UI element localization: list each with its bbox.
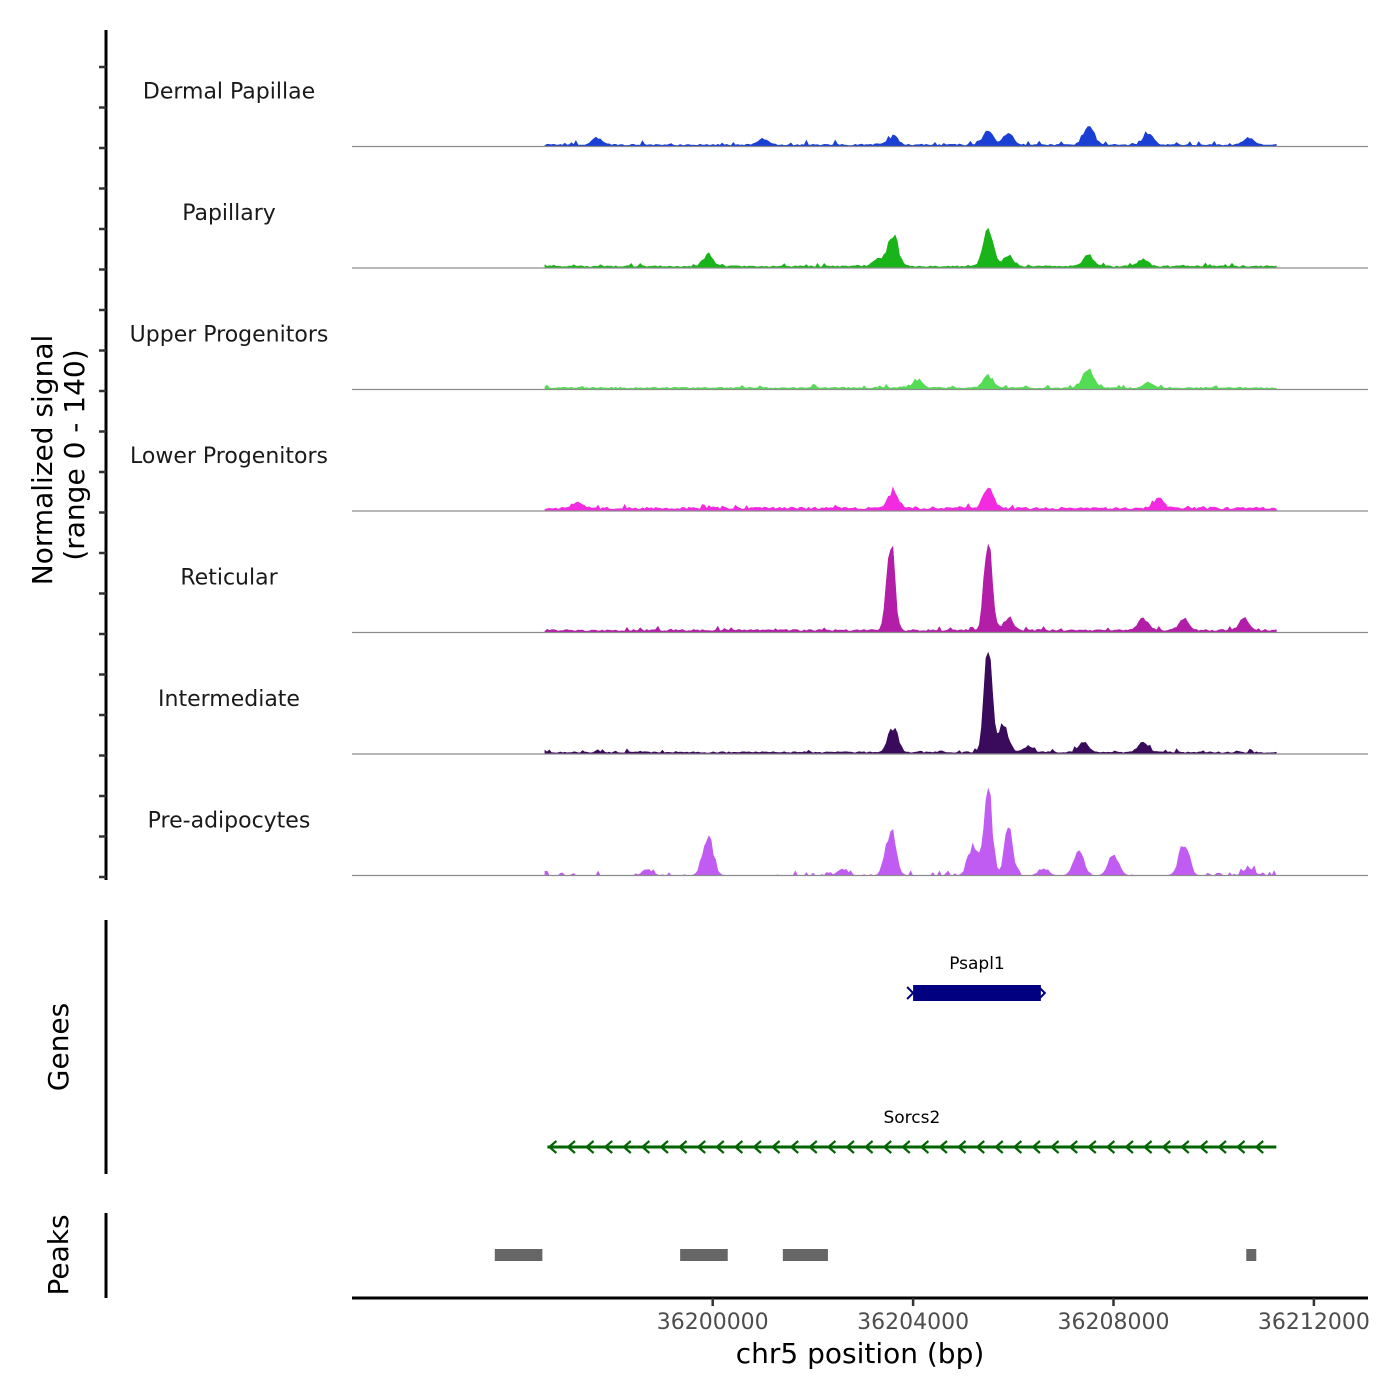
strand-arrow [1254, 1140, 1264, 1154]
strand-arrow [956, 1140, 967, 1154]
peaks-panel-title: Peaks [42, 1214, 75, 1295]
strand-arrow [906, 986, 915, 1000]
coverage-y-axis [99, 30, 108, 880]
strand-arrow [863, 1140, 874, 1154]
track-label: Pre-adipocytes [148, 809, 311, 834]
gene-label: Psapl1 [949, 954, 1005, 974]
strand-arrow [845, 1140, 855, 1154]
strand-arrow [1012, 1140, 1023, 1154]
strand-arrow [1235, 1140, 1246, 1154]
strand-arrow [1105, 1140, 1116, 1154]
gene-exon [913, 985, 1041, 1001]
coverage-y-axis-title: Normalized signal [26, 335, 59, 586]
strand-arrow [659, 1140, 669, 1154]
strand-arrow [584, 1140, 595, 1154]
coverage-track: Lower Progenitors [130, 444, 1368, 512]
strand-arrow [938, 1140, 948, 1154]
strand-arrow [640, 1140, 651, 1154]
coverage-track: Intermediate [158, 651, 1368, 755]
strand-arrow [603, 1140, 613, 1154]
strand-arrow [733, 1140, 744, 1154]
track-label: Dermal Papillae [143, 80, 315, 105]
genes-panel-title: Genes [42, 1003, 75, 1091]
coverage-area [544, 651, 1277, 755]
gene: Psapl1 [906, 954, 1047, 1001]
gene-label: Sorcs2 [883, 1108, 940, 1128]
peak-region [782, 1249, 828, 1261]
strand-arrow [919, 1140, 930, 1154]
coverage-track: Upper Progenitors [130, 323, 1368, 391]
strand-arrow [1217, 1140, 1227, 1154]
strand-arrow [1198, 1140, 1209, 1154]
coverage-area [544, 126, 1277, 147]
strand-arrow [677, 1140, 688, 1154]
gene: Sorcs2 [547, 1108, 1277, 1154]
strand-arrow [1087, 1140, 1097, 1154]
strand-arrow [1124, 1140, 1134, 1154]
strand-arrow [547, 1140, 558, 1154]
strand-arrow [808, 1140, 818, 1154]
coverage-area [544, 368, 1277, 390]
strand-arrow [696, 1140, 706, 1154]
strand-arrow [566, 1140, 576, 1154]
strand-arrow [1049, 1140, 1060, 1154]
strand-arrow [622, 1140, 632, 1154]
peak-region [680, 1249, 728, 1261]
gene-annotations: Psapl1 Sorcs2 [547, 954, 1277, 1154]
x-tick-label: 36204000 [857, 1310, 969, 1335]
strand-arrow [1038, 986, 1047, 1000]
coverage-track: Pre-adipocytes [148, 787, 1368, 877]
track-label: Upper Progenitors [130, 323, 329, 348]
track-label: Reticular [180, 566, 278, 591]
coverage-tracks: Dermal Papillae Papillary Upper Progenitor… [130, 80, 1368, 877]
strand-arrow [752, 1140, 762, 1154]
track-label: Papillary [182, 201, 276, 226]
x-tick-label: 36200000 [657, 1310, 769, 1335]
coverage-area [544, 486, 1277, 512]
coverage-track: Papillary [182, 201, 1368, 269]
peak-region [494, 1249, 543, 1261]
strand-arrow [1142, 1140, 1153, 1154]
strand-arrow [1161, 1140, 1171, 1154]
strand-arrow [1068, 1140, 1078, 1154]
coverage-track: Reticular [180, 543, 1368, 634]
track-label: Intermediate [158, 687, 300, 712]
coverage-track: Dermal Papillae [143, 80, 1368, 148]
strand-arrow [1180, 1140, 1190, 1154]
strand-arrow [715, 1140, 725, 1154]
strand-arrow [901, 1140, 911, 1154]
strand-arrow [1031, 1140, 1041, 1154]
coverage-area [544, 227, 1277, 269]
strand-arrow [994, 1140, 1004, 1154]
peak-region [1246, 1249, 1257, 1261]
strand-arrow [770, 1140, 781, 1154]
strand-arrow [826, 1140, 837, 1154]
track-label: Lower Progenitors [130, 444, 328, 469]
strand-arrow [975, 1140, 985, 1154]
x-tick-label: 36212000 [1258, 1310, 1370, 1335]
x-tick-label: 36208000 [1058, 1310, 1170, 1335]
coverage-area [544, 787, 1277, 877]
strand-arrow [789, 1140, 799, 1154]
x-axis: 36200000 36204000 36208000 36212000 [352, 1296, 1370, 1335]
x-axis-title: chr5 position (bp) [736, 1337, 985, 1370]
strand-arrow [882, 1140, 892, 1154]
peak-regions [494, 1249, 1257, 1261]
coverage-y-axis-subtitle: (range 0 - 140) [58, 349, 91, 560]
coverage-area [544, 543, 1277, 633]
